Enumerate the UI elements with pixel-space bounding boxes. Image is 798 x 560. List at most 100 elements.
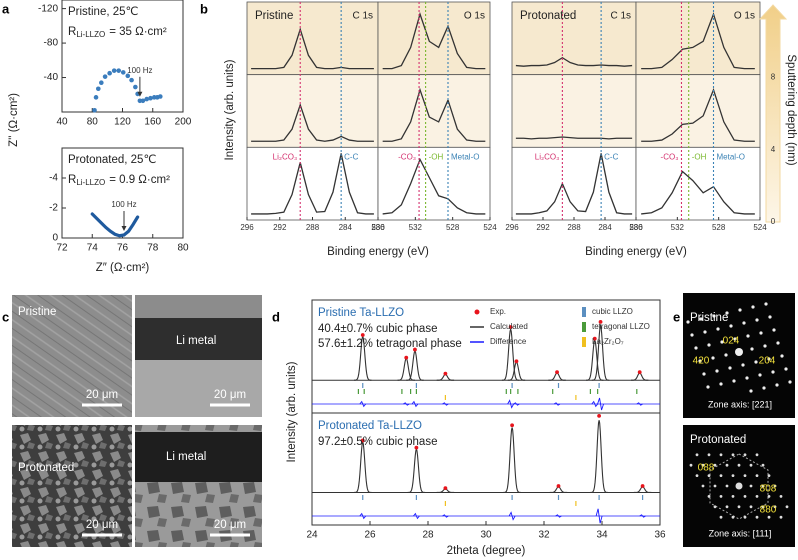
difference-wiggle <box>442 514 449 518</box>
resistance-label: RLi-LLZO = 0.9 Ω·cm² <box>68 174 170 187</box>
row-panel <box>246 74 379 148</box>
difference-wiggle <box>595 508 603 524</box>
depth-tick-label: 8 <box>771 72 776 81</box>
core-level: O 1s <box>734 11 755 22</box>
exp-point <box>414 445 419 450</box>
diffraction-spot <box>731 474 735 477</box>
diffraction-spot <box>761 484 765 488</box>
x-tick-label: 74 <box>87 243 99 254</box>
x-tick-label: 78 <box>147 243 159 254</box>
zone-axis: Zone axis: [111] <box>709 528 772 538</box>
panel-letter: e <box>673 309 680 324</box>
calculated-peak <box>590 420 608 494</box>
diffraction-spot <box>779 495 783 498</box>
x-tick-label: 30 <box>480 530 492 541</box>
legend-marker <box>582 307 586 317</box>
reference-label: -CO₃ <box>661 152 679 161</box>
x-tick-label: 26 <box>364 530 376 541</box>
exp-point <box>508 325 513 329</box>
diffraction-spot <box>768 315 772 319</box>
diffraction-spot <box>737 505 741 509</box>
diffraction-spot <box>767 474 771 477</box>
diffraction-spot <box>773 484 777 488</box>
x-tick-label: 120 <box>114 117 131 128</box>
diffraction-spot <box>743 515 747 519</box>
diffraction-spot <box>762 386 766 390</box>
x-axis-label: Z″ (Ω·cm²) <box>96 262 150 274</box>
difference-wiggle <box>413 512 420 520</box>
panel-title: Pristine <box>255 10 293 22</box>
diffraction-spot <box>761 505 765 509</box>
diffraction-spot <box>716 327 720 331</box>
diffraction-label: Pristine <box>690 312 728 324</box>
diffraction-spot <box>724 353 728 357</box>
data-point <box>107 70 112 76</box>
sem-panel: Pristine Li metal 20 μm 20 μm Protonated… <box>12 295 262 547</box>
sample-label: Protonated Ta-LLZO <box>318 420 422 432</box>
panel-letter: a <box>2 1 10 16</box>
legend-marker <box>582 322 586 332</box>
data-point <box>125 73 131 79</box>
row-panel <box>377 146 491 221</box>
reference-label: C-C <box>604 152 618 161</box>
panel-letter: b <box>200 1 208 16</box>
data-point <box>93 95 99 100</box>
arrow-head <box>121 226 127 231</box>
exp-point <box>443 486 448 491</box>
legend-label: Calculated <box>490 322 528 331</box>
y-tick-label: -40 <box>44 72 59 83</box>
diffraction-spot <box>771 370 775 374</box>
exp-point <box>360 438 365 443</box>
sem-image <box>12 295 132 417</box>
diffraction-spot <box>731 515 735 519</box>
reference-label: -OH <box>429 152 444 161</box>
difference-wiggle <box>403 402 410 406</box>
x-tick-label: 24 <box>306 530 318 541</box>
diffraction-spot <box>755 495 759 498</box>
diffraction-spot <box>713 484 717 488</box>
diffraction-spot <box>715 369 719 373</box>
x-axis-label: Binding energy (eV) <box>585 246 687 258</box>
calculated-peak <box>501 327 520 381</box>
diffraction-spot <box>690 333 694 337</box>
depth-tick-label: 0 <box>771 217 776 226</box>
resistance-label: RLi-LLZO = 35 Ω·cm² <box>68 26 167 39</box>
index-label: 8̄08 <box>760 484 777 495</box>
calculated-peak <box>591 323 610 381</box>
diffraction-spot <box>719 474 723 477</box>
diffraction-spot <box>773 505 777 509</box>
reference-label: Li₂CO₃ <box>273 152 298 161</box>
index-label: 420 <box>693 356 710 367</box>
diffraction-spot <box>751 305 755 309</box>
exp-point <box>555 370 559 375</box>
diffraction-spot <box>686 320 690 324</box>
x-tick-label: 524 <box>753 223 767 232</box>
difference-wiggle <box>411 400 419 408</box>
diffraction-spot <box>745 376 749 380</box>
x-tick-label: 80 <box>87 117 99 128</box>
exp-point <box>413 347 417 352</box>
diffraction-spot <box>699 317 703 321</box>
diffraction-spot <box>749 484 753 488</box>
exp-point <box>597 413 601 418</box>
y-axis-label: Intensity (arb. units) <box>224 59 236 160</box>
diffraction-spot <box>749 505 753 509</box>
diffraction-spot <box>728 366 732 370</box>
legend-label: Difference <box>490 337 527 346</box>
y-tick-label: -2 <box>49 203 58 214</box>
diffraction-spot <box>755 318 759 322</box>
diffraction-spot <box>775 383 779 387</box>
diffraction-spot <box>743 474 747 477</box>
x-axis-label: Binding energy (eV) <box>327 246 429 258</box>
x-tick-label: 528 <box>712 223 726 232</box>
data-point <box>96 86 101 92</box>
diffraction-spot <box>719 495 723 498</box>
y-tick-label: 0 <box>52 233 58 244</box>
diffraction-spot <box>719 515 723 519</box>
exp-point <box>592 336 597 341</box>
diffraction-spot <box>713 463 717 467</box>
diffraction-spot <box>720 340 724 344</box>
calculated-peak <box>586 338 604 381</box>
row-panel <box>511 74 637 148</box>
difference-wiggle <box>507 399 515 409</box>
